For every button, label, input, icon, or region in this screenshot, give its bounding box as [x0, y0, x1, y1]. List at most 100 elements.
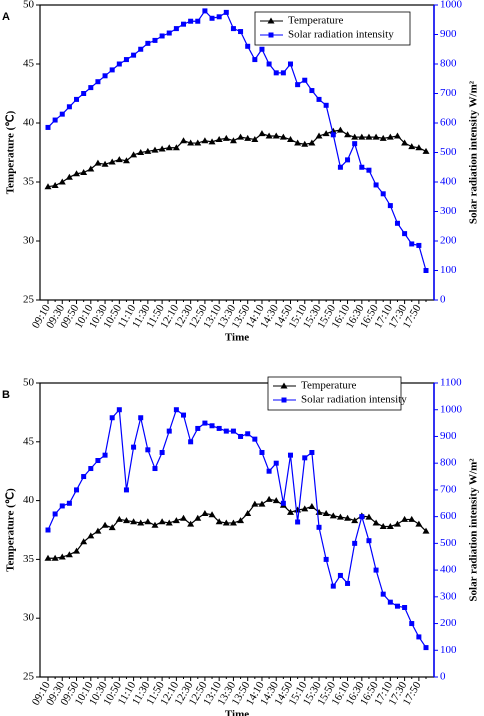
temperature-marker: [336, 513, 344, 520]
solar-marker: [52, 511, 58, 517]
solar-marker: [109, 67, 115, 73]
y2-tick-label: 300: [440, 590, 457, 602]
solar-marker: [323, 102, 329, 108]
x-axis-title: Time: [225, 332, 249, 344]
solar-marker: [259, 449, 265, 455]
y2-tick-label: 1000: [440, 403, 463, 415]
temperature-marker: [286, 508, 294, 515]
temperature-marker: [108, 158, 116, 165]
solar-marker: [202, 8, 208, 14]
temperature-marker: [101, 160, 109, 167]
solar-marker: [238, 433, 244, 439]
solar-marker: [138, 415, 144, 421]
temperature-marker: [158, 518, 166, 525]
temperature-marker: [393, 520, 401, 527]
solar-marker: [345, 580, 351, 586]
solar-marker: [173, 407, 179, 413]
temperature-marker: [122, 517, 130, 524]
solar-marker: [287, 452, 293, 458]
solar-marker: [330, 132, 336, 138]
y2-tick-label: 800: [440, 58, 457, 70]
y-tick-label: 40: [23, 494, 35, 506]
solar-marker: [337, 164, 343, 170]
temperature-marker: [73, 170, 81, 177]
solar-marker: [280, 70, 286, 76]
temperature-marker: [87, 165, 95, 172]
temperature-marker: [187, 520, 195, 527]
temperature-marker: [272, 497, 280, 504]
temperature-marker: [172, 144, 180, 151]
solar-marker: [88, 466, 94, 472]
y-tick-label: 25: [23, 671, 35, 683]
temperature-marker: [244, 510, 252, 517]
solar-marker: [131, 444, 137, 450]
y2-tick-label: 600: [440, 117, 457, 129]
solar-marker: [266, 468, 272, 474]
solar-marker: [159, 449, 165, 455]
y-axis-title: Temperature (℃): [5, 110, 17, 194]
temperature-marker: [51, 182, 59, 189]
solar-marker: [380, 591, 386, 597]
temperature-marker: [165, 519, 173, 526]
solar-marker: [337, 572, 343, 578]
solar-marker: [409, 241, 415, 247]
temperature-marker: [208, 138, 216, 145]
temperature-marker: [272, 132, 280, 139]
solar-marker: [138, 46, 144, 52]
temperature-marker: [130, 518, 138, 525]
solar-marker: [366, 167, 372, 173]
solar-marker: [166, 30, 172, 36]
solar-marker: [245, 43, 251, 49]
solar-marker: [268, 32, 274, 38]
temperature-marker: [194, 514, 202, 521]
solar-marker: [352, 141, 358, 147]
solar-marker: [123, 487, 129, 493]
temperature-marker: [58, 178, 66, 185]
temperature-marker: [229, 519, 237, 526]
solar-marker: [95, 79, 101, 85]
solar-marker: [316, 96, 322, 102]
temperature-marker: [308, 502, 316, 509]
temperature-marker: [415, 520, 423, 527]
solar-marker: [109, 415, 115, 421]
y-tick-label: 25: [23, 294, 35, 306]
solar-marker: [387, 599, 393, 605]
solar-marker: [252, 436, 258, 442]
solar-marker: [81, 474, 87, 480]
solar-marker: [423, 268, 429, 273]
y2-tick-label: 400: [440, 176, 457, 188]
temperature-marker: [267, 17, 275, 24]
y2-tick-label: 800: [440, 457, 457, 469]
y2-tick-label: 1000: [440, 0, 463, 11]
solar-marker: [373, 567, 379, 573]
temperature-marker: [372, 519, 380, 526]
temperature-marker: [201, 137, 209, 144]
y2-axis-title: Solar radiation intensity W/m²: [468, 458, 480, 602]
solar-marker: [45, 527, 51, 533]
solar-marker: [373, 182, 379, 188]
temperature-marker: [237, 517, 245, 524]
y-axis-title: Temperature (℃): [5, 488, 17, 572]
temperature-marker: [144, 518, 152, 525]
solar-marker: [131, 52, 137, 58]
y-tick-label: 50: [23, 0, 35, 11]
temperature-marker: [44, 183, 52, 190]
temperature-marker: [251, 136, 259, 143]
solar-marker: [295, 82, 301, 88]
temperature-marker: [215, 518, 223, 525]
temperature-marker: [301, 140, 309, 147]
temperature-marker: [80, 538, 88, 545]
series-line: [47, 9, 427, 271]
temperature-marker: [58, 553, 66, 560]
solar-marker: [166, 428, 172, 434]
solar-marker: [195, 18, 201, 24]
temperature-marker: [180, 514, 188, 521]
series-line: [47, 408, 427, 648]
temperature-marker: [137, 149, 145, 155]
temperature-marker: [258, 130, 266, 137]
y2-tick-label: 200: [440, 235, 457, 247]
solar-marker: [181, 21, 187, 27]
solar-marker: [394, 603, 400, 609]
temperature-marker: [365, 133, 373, 140]
